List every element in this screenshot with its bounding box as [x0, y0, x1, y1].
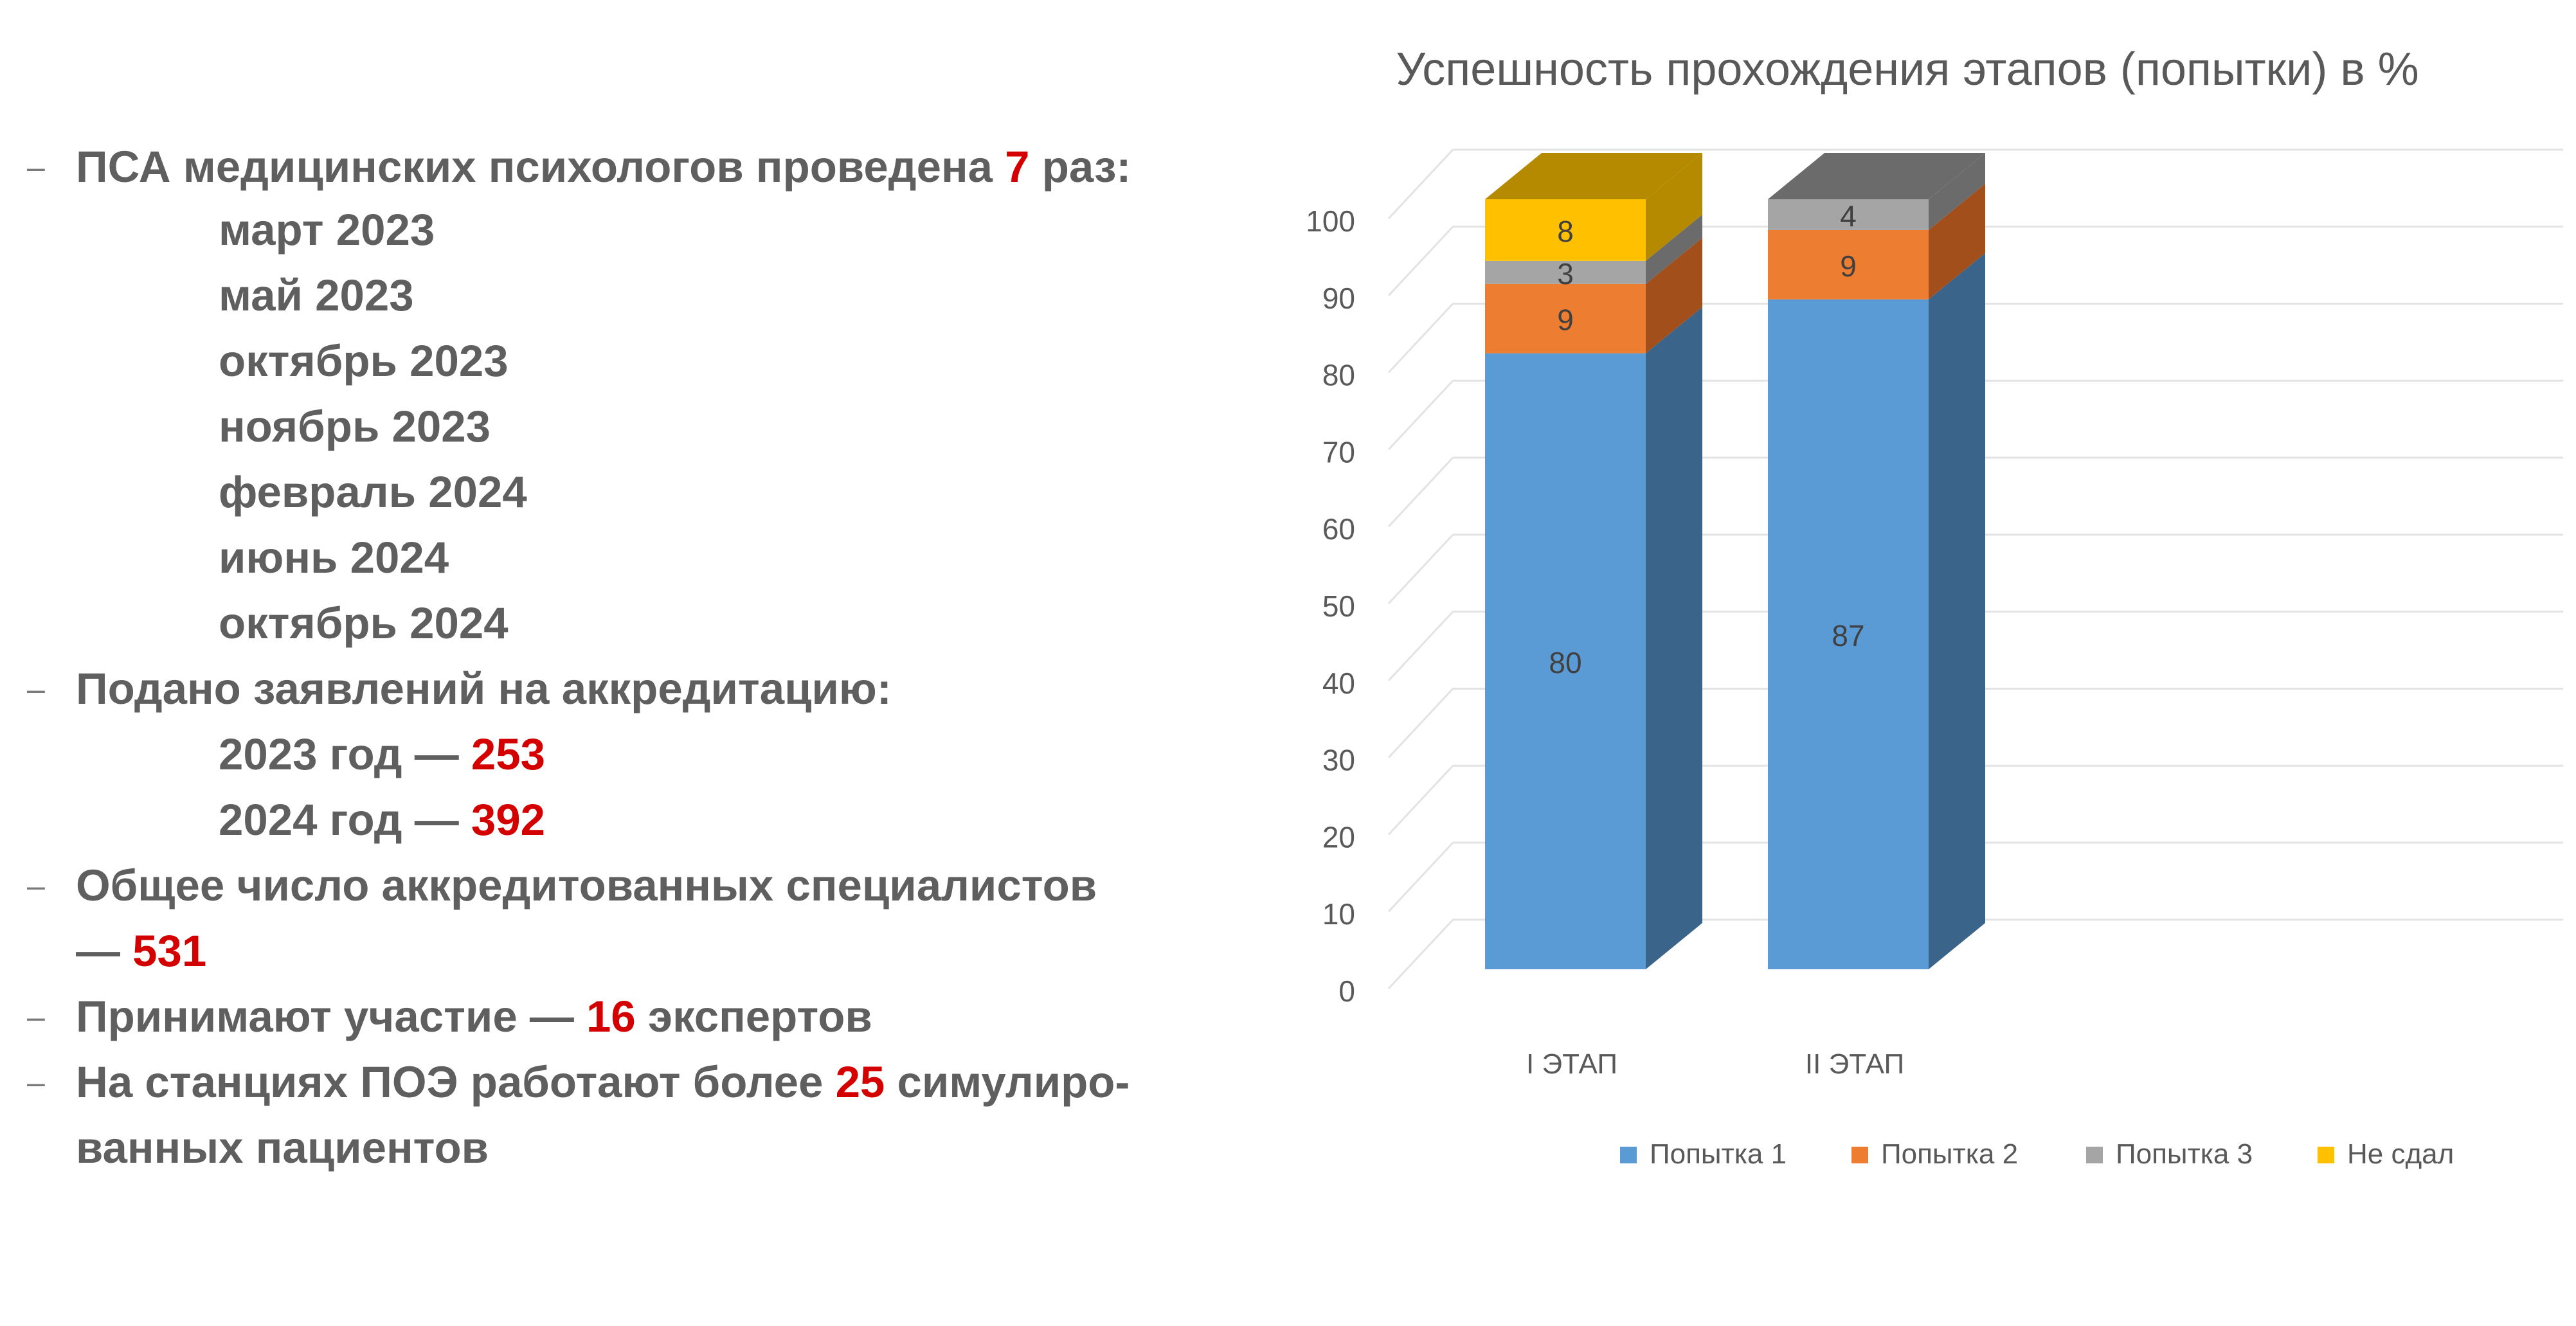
y-tick-label: 20 [1322, 820, 1355, 854]
legend-swatch [1620, 1147, 1637, 1163]
bar-segment [1485, 283, 1646, 354]
accredited-text: Общее число аккредитованных специалистов [76, 861, 1097, 910]
gridline-diagonal [1387, 303, 1454, 373]
experts-suffix: экспертов [635, 992, 872, 1041]
date-text: октябрь 2023 [219, 336, 509, 386]
bar-segment-side [1646, 153, 1702, 261]
data-label: 87 [1832, 619, 1864, 652]
bar-segment [1768, 199, 1929, 230]
patients-text: На станциях ПОЭ работают более [76, 1057, 836, 1107]
y-tick-label: 50 [1322, 589, 1355, 623]
legend-swatch [2318, 1147, 2334, 1163]
data-label: 3 [1557, 257, 1574, 291]
data-label: 9 [1840, 249, 1857, 283]
x-tick-label: II ЭТАП [1805, 1048, 1904, 1080]
y-tick-label: 70 [1322, 435, 1355, 469]
bar-segment [1768, 229, 1929, 300]
accredited-dash: — [76, 926, 133, 976]
gridline-diagonal [1387, 611, 1454, 681]
legend-swatch [2086, 1147, 2103, 1163]
bar-top [1768, 153, 1985, 199]
y-tick-label: 100 [1306, 204, 1355, 238]
y-tick-label: 80 [1322, 359, 1355, 392]
bar-segment [1768, 299, 1929, 969]
gridline-diagonal [1387, 380, 1454, 451]
date-text: март 2023 [219, 205, 435, 255]
info-panel: – ПСА медицинских психологов проведена 7… [0, 0, 1260, 1323]
chart-area: Успешность прохождения этапов (попытки) … [1260, 0, 2576, 1323]
gridline-diagonal [1387, 148, 1454, 220]
bar-segment [1485, 353, 1646, 969]
sessions-suffix: раз: [1029, 142, 1131, 192]
sessions-text: ПСА медицинских психологов проведена [76, 142, 1005, 192]
bar-segment [1485, 260, 1646, 284]
application-year-label: 2024 год — [219, 795, 471, 845]
patients-text-line2: ванных пациентов [76, 1123, 489, 1172]
bullet-dash: – [27, 999, 45, 1035]
application-year-label: 2023 год — [219, 730, 471, 779]
legend-label: Не сдал [2347, 1138, 2454, 1170]
legend-label: Попытка 1 [1650, 1138, 1787, 1170]
experts-text: Принимают участие — [76, 992, 587, 1041]
bullet-dash: – [27, 868, 45, 904]
y-tick-label: 90 [1322, 282, 1355, 315]
stacked-bar-chart: Успешность прохождения этапов (попытки) … [1306, 44, 2563, 1170]
bar-segment [1485, 199, 1646, 261]
legend-item: Не сдал [2318, 1138, 2454, 1170]
legend-item: Попытка 2 [1851, 1138, 2018, 1170]
bar-segment-side [1929, 183, 1985, 300]
patients-suffix: симулиро- [885, 1057, 1130, 1107]
patients-count: 25 [835, 1057, 885, 1107]
data-label: 9 [1557, 303, 1574, 337]
legend-label: Попытка 2 [1881, 1138, 2018, 1170]
y-tick-label: 40 [1322, 667, 1355, 700]
y-tick-label: 10 [1322, 897, 1355, 931]
bar-segment-side [1646, 307, 1702, 970]
date-text: октябрь 2024 [219, 598, 509, 648]
bar-segment-side [1646, 214, 1702, 284]
experts-count: 16 [586, 992, 636, 1041]
applications-text: Подано заявлений на аккредитацию: [76, 664, 892, 713]
bullet-dash: – [27, 1064, 45, 1100]
application-count: 392 [471, 795, 546, 845]
gridline-diagonal [1387, 533, 1454, 605]
date-text: февраль 2024 [219, 467, 527, 517]
date-text: июнь 2024 [219, 533, 449, 582]
x-tick-label: I ЭТАП [1526, 1048, 1617, 1080]
bar-segment-side [1929, 153, 1985, 230]
bar-top [1485, 153, 1702, 199]
y-tick-label: 0 [1338, 974, 1355, 1008]
data-label: 80 [1549, 646, 1581, 679]
date-text: май 2023 [219, 271, 414, 320]
legend-item: Попытка 3 [2086, 1138, 2253, 1170]
gridline-diagonal [1387, 688, 1454, 758]
chart-title: Успешность прохождения этапов (попытки) … [1396, 44, 2418, 95]
legend-swatch [1851, 1147, 1868, 1163]
gridline-diagonal [1387, 842, 1454, 913]
data-label: 8 [1557, 215, 1574, 248]
gridline-diagonal [1387, 765, 1454, 836]
gridline-diagonal [1387, 226, 1454, 296]
y-tick-label: 30 [1322, 744, 1355, 777]
sessions-count: 7 [1005, 142, 1030, 192]
bar-segment-side [1929, 253, 1985, 969]
bar-segment-side [1646, 237, 1702, 354]
application-count: 253 [471, 730, 546, 779]
legend-label: Попытка 3 [2116, 1138, 2253, 1170]
bullet-dash: – [27, 671, 45, 707]
date-text: ноябрь 2023 [219, 402, 491, 451]
y-tick-label: 60 [1322, 512, 1355, 546]
accredited-count: 531 [132, 926, 207, 976]
gridline-diagonal [1387, 457, 1454, 528]
data-label: 4 [1840, 199, 1857, 233]
gridline-diagonal [1387, 918, 1454, 990]
legend-item: Попытка 1 [1620, 1138, 1787, 1170]
bullet-dash: – [27, 149, 45, 185]
